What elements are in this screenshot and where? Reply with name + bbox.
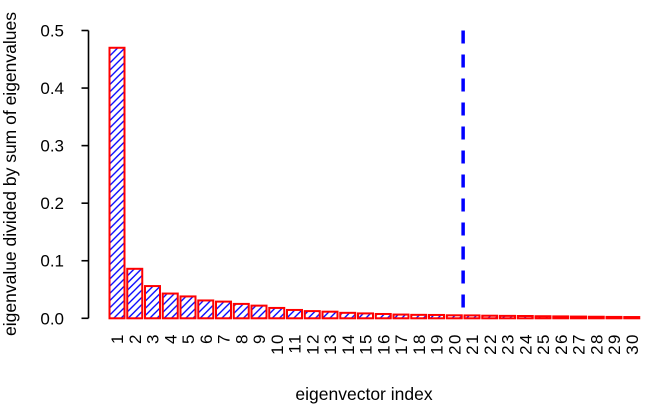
x-tick-label: 22	[481, 333, 500, 355]
x-tick-label: 18	[410, 333, 429, 355]
x-tick-label: 13	[321, 333, 340, 355]
y-tick-label: 0.5	[40, 22, 64, 41]
bar	[268, 306, 286, 320]
x-tick-label: 20	[445, 333, 464, 355]
x-tick-label: 28	[587, 333, 606, 355]
x-tick-label: 3	[144, 333, 163, 344]
x-tick-label: 5	[179, 333, 198, 344]
bar	[410, 313, 428, 320]
bar	[587, 315, 605, 320]
x-tick-label: 4	[161, 333, 180, 344]
x-tick-label: 7	[215, 333, 234, 344]
bar	[215, 300, 232, 320]
x-tick-label: 2	[126, 333, 145, 344]
bar	[232, 302, 250, 320]
bar	[286, 308, 303, 320]
x-tick-label: 27	[570, 333, 589, 355]
y-tick-label: 0.0	[40, 309, 64, 328]
y-axis-title: eigenvalue divided by sum of eigenvalues	[0, 12, 20, 336]
x-axis-title: eigenvector index	[295, 384, 432, 404]
x-tick-label: 11	[286, 333, 305, 354]
bar	[144, 285, 161, 320]
bar-series	[108, 46, 641, 320]
x-tick-label: 30	[623, 333, 642, 355]
bar	[552, 315, 570, 320]
bar	[605, 315, 623, 320]
x-tick-label: 15	[357, 333, 376, 355]
bar	[623, 316, 641, 320]
bar	[445, 314, 463, 320]
x-tick-label: 1	[108, 333, 127, 344]
bar	[516, 314, 534, 320]
bar	[374, 312, 392, 320]
bar	[357, 312, 374, 320]
x-tick-label: 25	[534, 333, 553, 355]
bar	[321, 310, 339, 320]
bar	[499, 314, 516, 320]
x-tick-label: 8	[232, 333, 251, 344]
x-tick-label: 12	[303, 333, 322, 355]
x-tick-label: 16	[374, 333, 393, 355]
bar	[250, 304, 268, 320]
bar	[481, 314, 499, 320]
x-tick-label: 23	[499, 333, 518, 355]
x-tick-label: 9	[250, 333, 269, 344]
bar	[570, 315, 587, 320]
x-axis-labels: 1234567891011121314151617181920212223242…	[108, 333, 642, 355]
bar	[534, 315, 552, 320]
x-tick-label: 21	[463, 333, 482, 355]
y-axis: 0.0 0.1 0.2 0.3 0.4 0.5	[40, 22, 90, 328]
x-tick-label: 26	[552, 333, 571, 355]
y-tick-label: 0.2	[40, 194, 64, 213]
bar	[392, 313, 410, 320]
bar	[463, 314, 481, 320]
x-tick-label: 29	[605, 333, 624, 355]
bar	[303, 310, 321, 320]
x-tick-label: 17	[392, 333, 411, 355]
bar	[108, 46, 126, 320]
bar	[428, 313, 445, 320]
x-tick-label: 6	[197, 333, 216, 344]
bar	[179, 295, 197, 320]
x-tick-label: 10	[268, 333, 287, 355]
y-tick-label: 0.3	[40, 137, 64, 156]
x-tick-label: 24	[516, 333, 535, 355]
bar	[161, 292, 179, 320]
bar	[339, 311, 357, 320]
x-tick-label: 14	[339, 333, 358, 355]
bar	[197, 299, 215, 320]
x-tick-label: 19	[428, 333, 447, 355]
y-tick-label: 0.1	[40, 252, 64, 271]
y-tick-label: 0.4	[40, 79, 64, 98]
bar	[126, 267, 144, 320]
